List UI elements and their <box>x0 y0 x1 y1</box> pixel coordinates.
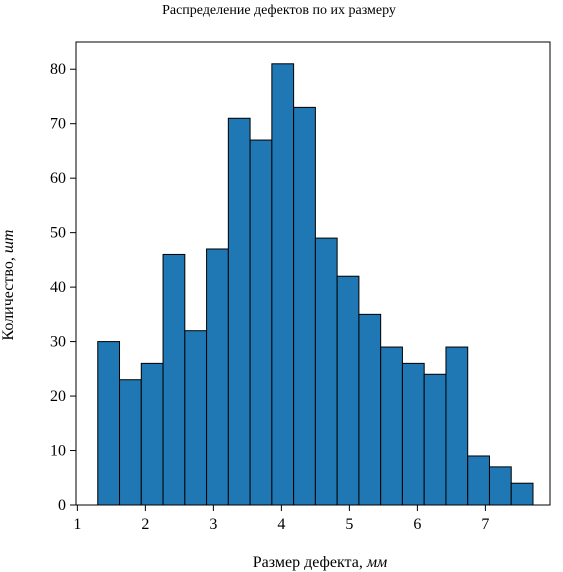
histogram-bar <box>227 117 251 506</box>
histogram-bar <box>293 106 316 506</box>
histogram-bar <box>401 362 425 506</box>
y-tick-label: 30 <box>50 334 66 351</box>
x-tick-label: 4 <box>277 516 285 533</box>
plot-frame <box>75 41 551 506</box>
histogram-bar <box>249 139 273 506</box>
histogram-bar <box>467 455 490 506</box>
x-tick-label: 6 <box>413 516 421 533</box>
chart-title: Распределение дефектов по их размеру <box>162 3 396 18</box>
x-axis-label: Размер дефекта, мм <box>253 554 388 571</box>
y-axis-label: Количество, шт <box>0 230 17 341</box>
y-axis: 0 10 20 30 40 50 60 70 80 <box>50 61 76 514</box>
x-tick-label: 1 <box>73 516 81 533</box>
y-tick-label: 40 <box>50 279 66 296</box>
histogram-bar <box>358 313 382 506</box>
y-tick-label: 80 <box>50 61 66 78</box>
histogram-bar <box>271 63 295 506</box>
y-tick-label: 0 <box>58 497 66 514</box>
x-tick-label: 3 <box>209 516 217 533</box>
histogram-bar <box>380 346 403 506</box>
y-axis-unit: шт <box>0 230 17 254</box>
histogram-bar <box>510 482 534 506</box>
x-tick-label: 5 <box>345 516 353 533</box>
y-tick-label: 60 <box>50 170 66 187</box>
y-tick-label: 20 <box>50 388 66 405</box>
histogram-bar <box>423 373 447 506</box>
histogram-bar <box>119 379 142 506</box>
histogram-bar <box>97 341 121 506</box>
histogram-bar <box>184 330 208 506</box>
x-axis-unit: мм <box>366 554 387 571</box>
histogram-bar <box>140 362 164 506</box>
histogram-bar <box>336 275 360 506</box>
histogram-bar <box>445 346 469 506</box>
histogram-bar <box>488 466 512 506</box>
bars-group <box>97 63 534 506</box>
y-tick-label: 10 <box>50 443 66 460</box>
y-tick-label: 50 <box>50 225 66 242</box>
x-tick-label: 2 <box>141 516 149 533</box>
histogram-bar <box>314 237 338 506</box>
histogram-bar <box>206 248 229 506</box>
y-tick-label: 70 <box>50 116 66 133</box>
histogram-bar <box>162 253 186 506</box>
x-axis: 1 2 3 4 5 6 7 <box>73 505 489 533</box>
x-tick-label: 7 <box>481 516 489 533</box>
